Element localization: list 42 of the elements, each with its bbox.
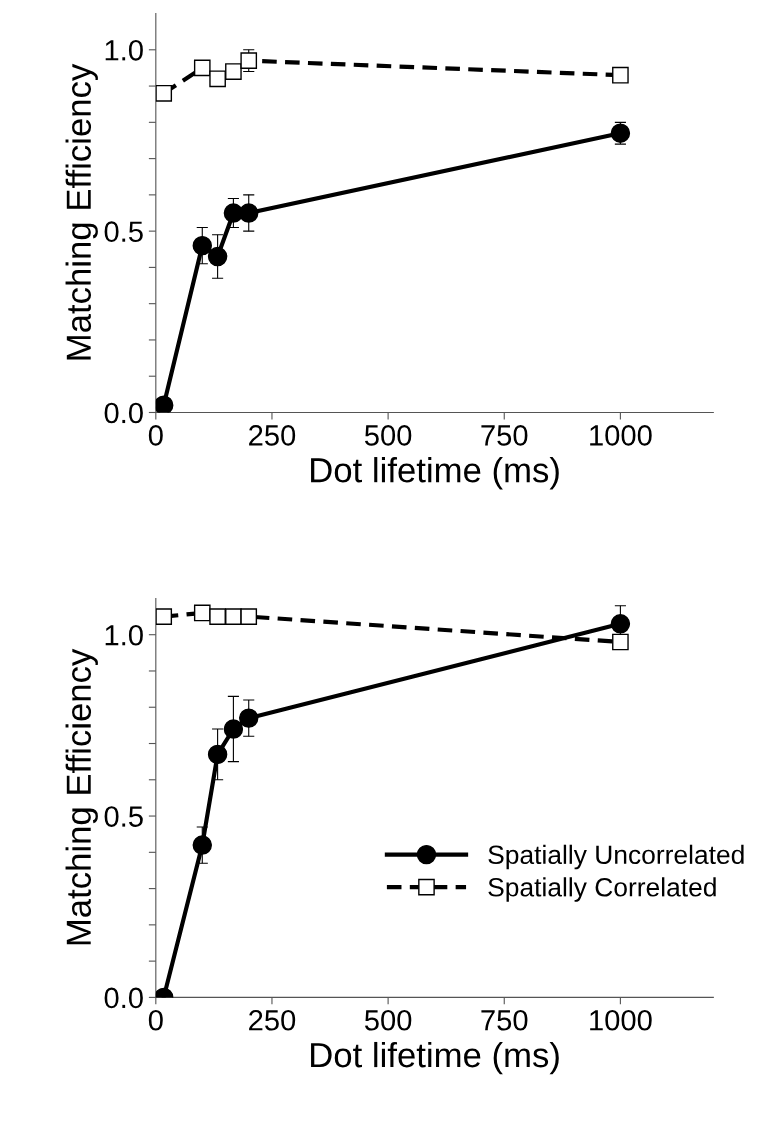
point bbox=[155, 84, 173, 102]
point bbox=[193, 59, 211, 77]
point bbox=[207, 246, 228, 267]
legend-label: Spatially Correlated bbox=[488, 877, 716, 902]
point bbox=[192, 235, 212, 256]
y-tick-label: 0.5 bbox=[104, 806, 143, 827]
point bbox=[207, 744, 228, 765]
x-tick-label: 1000 bbox=[590, 1009, 652, 1031]
y-tick-label: 0.5 bbox=[104, 221, 143, 242]
point bbox=[239, 203, 259, 223]
legend-label: Spatially Uncorrelated bbox=[488, 844, 744, 870]
x-tick-label: 500 bbox=[364, 1009, 412, 1031]
y-tick-label: 0.0 bbox=[104, 987, 143, 1009]
y-axis-title: Matching Efficiency bbox=[65, 648, 98, 945]
point bbox=[193, 604, 211, 622]
x-axis-title: Dot lifetime (ms) bbox=[311, 457, 559, 490]
point bbox=[240, 608, 258, 625]
point bbox=[155, 395, 174, 413]
x-tick-label: 250 bbox=[249, 425, 296, 446]
x-tick-label: 0 bbox=[148, 1009, 163, 1031]
x-tick-label: 250 bbox=[249, 1009, 296, 1031]
x-tick-label: 750 bbox=[481, 1009, 528, 1031]
point bbox=[223, 719, 244, 739]
point bbox=[612, 66, 629, 84]
point bbox=[239, 708, 259, 728]
x-tick-label: 1000 bbox=[590, 425, 652, 446]
point bbox=[225, 608, 242, 625]
y-axis-title: Matching Efficiency bbox=[65, 63, 98, 360]
y-tick-label: 1.0 bbox=[105, 624, 143, 646]
x-tick-label: 750 bbox=[481, 425, 528, 446]
x-tick-label: 500 bbox=[364, 425, 412, 446]
point bbox=[209, 70, 226, 88]
point bbox=[225, 63, 242, 80]
y-tick-label: 0.0 bbox=[104, 402, 143, 424]
point bbox=[192, 835, 212, 855]
x-axis-title: Dot lifetime (ms) bbox=[311, 1041, 559, 1075]
point bbox=[610, 614, 631, 634]
x-tick-label: 0 bbox=[148, 425, 163, 446]
y-tick-label: 1.0 bbox=[105, 39, 143, 61]
point bbox=[612, 633, 629, 651]
point bbox=[209, 608, 226, 625]
point bbox=[155, 608, 173, 625]
